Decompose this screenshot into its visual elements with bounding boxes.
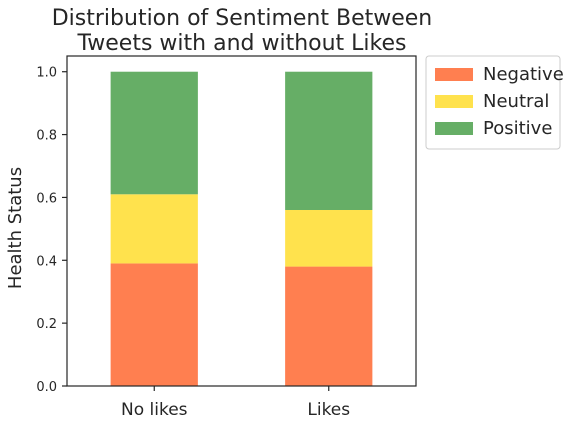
legend-label-neutral: Neutral: [483, 91, 549, 112]
x-tick-label: Likes: [307, 400, 350, 420]
y-tick-label: 0.6: [36, 191, 57, 206]
y-tick-label: 1.0: [36, 66, 57, 81]
bars-group: [110, 71, 373, 386]
legend-swatch-negative: [435, 68, 473, 81]
legend-swatch-positive: [435, 122, 473, 135]
y-tick-label: 0.0: [36, 380, 57, 395]
y-tick-label: 0.2: [36, 317, 57, 332]
bar-positive-likes: [285, 71, 373, 210]
plot-frame: [66, 55, 417, 387]
bar-neutral-likes: [285, 210, 373, 267]
bar-positive-no-likes: [110, 71, 198, 195]
bar-neutral-no-likes: [110, 194, 198, 264]
chart-title-line-2: Tweets with and without Likes: [76, 31, 406, 56]
legend-swatch-neutral: [435, 95, 473, 108]
y-tick-label: 0.4: [36, 254, 57, 269]
chart-title-line-1: Distribution of Sentiment Between: [52, 6, 433, 31]
bar-negative-likes: [285, 266, 373, 386]
legend-label-positive: Positive: [483, 118, 552, 139]
x-tick-label: No likes: [121, 400, 188, 420]
legend: Negative Neutral Positive: [425, 55, 564, 150]
bar-negative-no-likes: [110, 263, 198, 386]
legend-label-negative: Negative: [483, 64, 564, 85]
y-tick-label: 0.8: [36, 129, 57, 144]
y-axis-ticks: 0.0 0.2 0.4 0.6 0.8 1.0: [36, 66, 67, 395]
y-axis-label: Health Status: [5, 167, 26, 289]
x-axis-ticks: No likes Likes: [121, 386, 350, 420]
